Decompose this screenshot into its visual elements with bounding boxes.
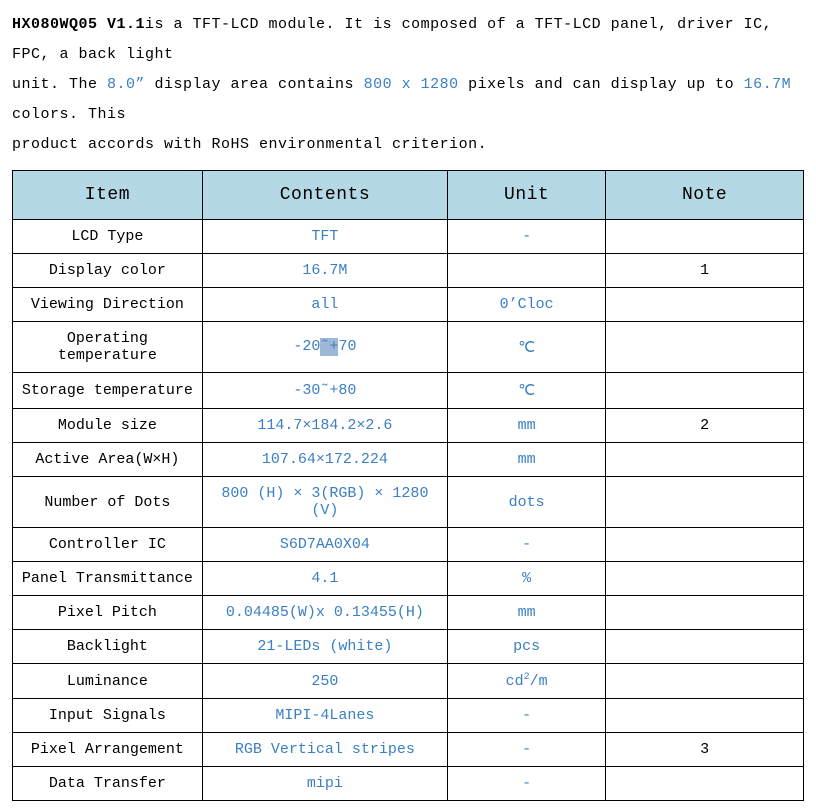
- table-row: Input SignalsMIPI-4Lanes-: [13, 699, 804, 733]
- display-size: 8.0”: [107, 76, 145, 93]
- cell-note: [606, 562, 804, 596]
- cell-note: [606, 528, 804, 562]
- cell-item: Panel Transmittance: [13, 562, 203, 596]
- cell-unit: cd2/m: [448, 664, 606, 699]
- cell-note: [606, 288, 804, 322]
- cell-contents: 107.64×172.224: [202, 443, 447, 477]
- text-selection: ˜+: [320, 338, 338, 356]
- cell-contents: -20˜+70: [202, 322, 447, 373]
- cell-contents: mipi: [202, 767, 447, 801]
- cell-note: 3: [606, 733, 804, 767]
- cell-item: Number of Dots: [13, 477, 203, 528]
- table-row: Data Transfermipi-: [13, 767, 804, 801]
- cell-note: [606, 767, 804, 801]
- cell-note: [606, 596, 804, 630]
- table-row: Controller ICS6D7AA0X04-: [13, 528, 804, 562]
- cell-unit: ℃: [448, 322, 606, 373]
- cell-contents: RGB Vertical stripes: [202, 733, 447, 767]
- cell-item: Operating temperature: [13, 322, 203, 373]
- table-row: Panel Transmittance4.1%: [13, 562, 804, 596]
- table-row: Backlight21-LEDs (white)pcs: [13, 630, 804, 664]
- cell-contents: S6D7AA0X04: [202, 528, 447, 562]
- intro-text-2b: display area contains: [145, 76, 364, 93]
- cell-unit: -: [448, 767, 606, 801]
- cell-item: Viewing Direction: [13, 288, 203, 322]
- cell-unit: 0’Cloc: [448, 288, 606, 322]
- intro-text-3: product accords with RoHS environmental …: [12, 136, 487, 153]
- cell-item: LCD Type: [13, 220, 203, 254]
- cell-contents: 4.1: [202, 562, 447, 596]
- cell-note: [606, 220, 804, 254]
- cell-contents: 114.7×184.2×2.6: [202, 409, 447, 443]
- header-unit: Unit: [448, 171, 606, 220]
- cell-item: Controller IC: [13, 528, 203, 562]
- cell-item: Input Signals: [13, 699, 203, 733]
- cell-unit: ℃: [448, 373, 606, 409]
- table-row: Number of Dots800 (H) × 3(RGB) × 1280 (V…: [13, 477, 804, 528]
- intro-text-2a: unit. The: [12, 76, 107, 93]
- cell-note: [606, 373, 804, 409]
- cell-note: [606, 322, 804, 373]
- cell-unit: -: [448, 528, 606, 562]
- intro-paragraph: HX080WQ05 V1.1is a TFT-LCD module. It is…: [12, 10, 804, 160]
- cell-contents: all: [202, 288, 447, 322]
- table-row: Viewing Directionall0’Cloc: [13, 288, 804, 322]
- cell-contents: 16.7M: [202, 254, 447, 288]
- table-row: Pixel ArrangementRGB Vertical stripes-3: [13, 733, 804, 767]
- cell-contents: 800 (H) × 3(RGB) × 1280 (V): [202, 477, 447, 528]
- cell-note: [606, 664, 804, 699]
- cell-item: Module size: [13, 409, 203, 443]
- cell-contents: 250: [202, 664, 447, 699]
- table-row: LCD TypeTFT-: [13, 220, 804, 254]
- cell-contents: TFT: [202, 220, 447, 254]
- cell-item: Pixel Pitch: [13, 596, 203, 630]
- cell-item: Backlight: [13, 630, 203, 664]
- cell-unit: -: [448, 220, 606, 254]
- table-row: Pixel Pitch0.04485(W)x 0.13455(H)mm: [13, 596, 804, 630]
- cell-item: Display color: [13, 254, 203, 288]
- table-row: Display color16.7M 1: [13, 254, 804, 288]
- header-contents: Contents: [202, 171, 447, 220]
- product-name: HX080WQ05 V1.1: [12, 16, 145, 33]
- cell-item: Pixel Arrangement: [13, 733, 203, 767]
- cell-unit: -: [448, 699, 606, 733]
- cell-item: Active Area(W×H): [13, 443, 203, 477]
- cell-unit: dots: [448, 477, 606, 528]
- cell-unit: %: [448, 562, 606, 596]
- cell-note: 1: [606, 254, 804, 288]
- table-row: Module size114.7×184.2×2.6mm2: [13, 409, 804, 443]
- table-row: Storage temperature-30˜+80℃: [13, 373, 804, 409]
- cell-contents: 0.04485(W)x 0.13455(H): [202, 596, 447, 630]
- cell-unit: [448, 254, 606, 288]
- cell-unit: mm: [448, 443, 606, 477]
- table-header-row: Item Contents Unit Note: [13, 171, 804, 220]
- table-row: Active Area(W×H)107.64×172.224mm: [13, 443, 804, 477]
- cell-note: [606, 477, 804, 528]
- table-row: Operating temperature-20˜+70℃: [13, 322, 804, 373]
- table-row: Luminance250cd2/m: [13, 664, 804, 699]
- resolution: 800 x 1280: [364, 76, 459, 93]
- cell-unit: pcs: [448, 630, 606, 664]
- cell-unit: -: [448, 733, 606, 767]
- cell-contents: MIPI-4Lanes: [202, 699, 447, 733]
- cell-note: [606, 630, 804, 664]
- cell-item: Luminance: [13, 664, 203, 699]
- color-count: 16.7M: [744, 76, 792, 93]
- cell-note: [606, 699, 804, 733]
- header-item: Item: [13, 171, 203, 220]
- intro-text-2d: colors. This: [12, 106, 126, 123]
- cell-contents: -30˜+80: [202, 373, 447, 409]
- cell-note: [606, 443, 804, 477]
- cell-note: 2: [606, 409, 804, 443]
- cell-unit: mm: [448, 596, 606, 630]
- spec-table: Item Contents Unit Note LCD TypeTFT-Disp…: [12, 170, 804, 801]
- cell-item: Data Transfer: [13, 767, 203, 801]
- cell-unit: mm: [448, 409, 606, 443]
- cell-contents: 21-LEDs (white): [202, 630, 447, 664]
- header-note: Note: [606, 171, 804, 220]
- cell-item: Storage temperature: [13, 373, 203, 409]
- intro-text-2c: pixels and can display up to: [459, 76, 744, 93]
